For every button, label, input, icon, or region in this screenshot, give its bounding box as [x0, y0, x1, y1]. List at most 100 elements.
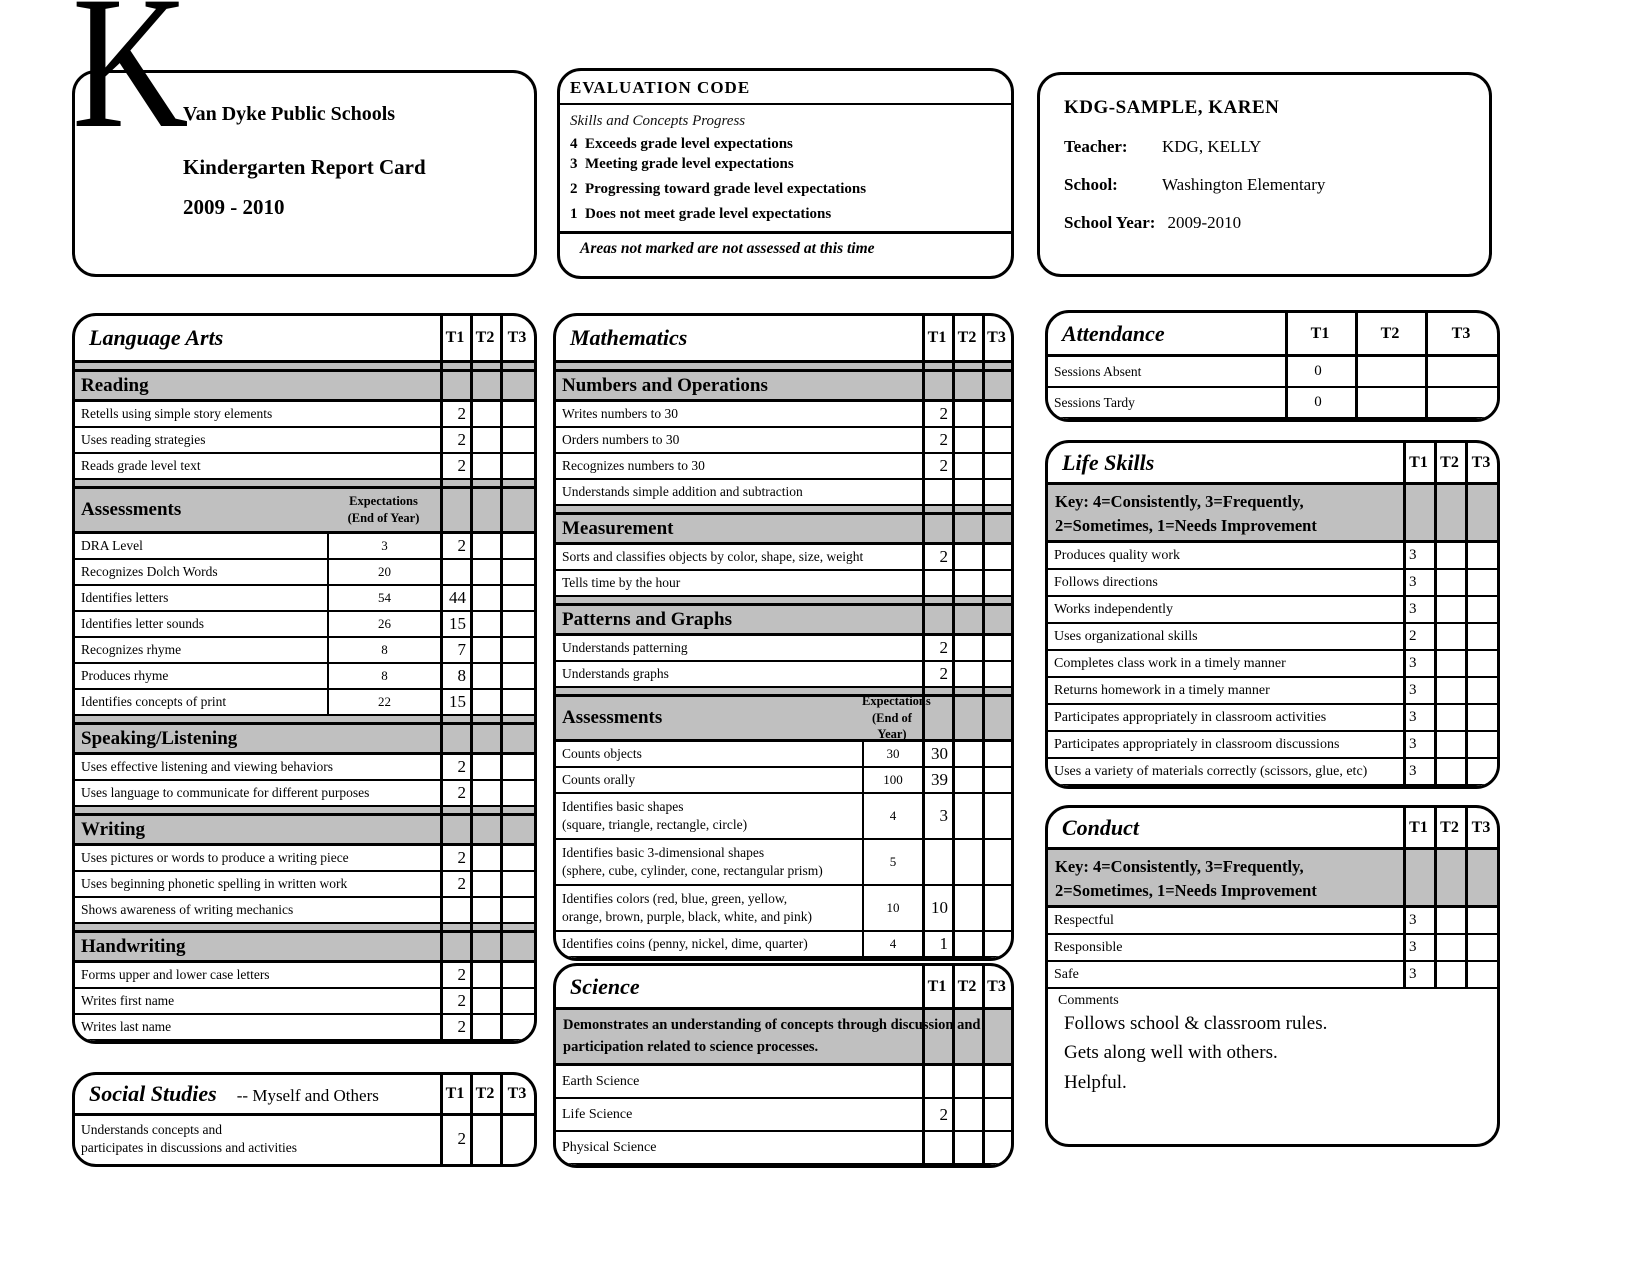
term2-value: [470, 690, 500, 714]
grade-row: Recognizes Dolch Words 20: [75, 560, 534, 586]
teacher-row: Teacher: KDG, KELLY: [1064, 137, 1489, 157]
section-block: Reading: [75, 363, 534, 402]
science-table: Science T1 T2 T3 Demonstrates an underst…: [553, 963, 1014, 1168]
section-header-row: Patterns and Graphs: [556, 603, 1011, 636]
comment-line: Gets along well with others.: [1064, 1042, 1278, 1064]
term1-value: 2: [939, 547, 949, 566]
term2-value: [952, 545, 982, 569]
school-value: Washington Elementary: [1162, 175, 1326, 194]
term3-value: [982, 662, 1011, 686]
grade-row: Works independently 3: [1048, 597, 1497, 624]
row-label: Understands concepts and participates in …: [75, 1116, 440, 1162]
row-label: Identifies letters: [81, 590, 169, 605]
term2-value: [470, 454, 500, 478]
attendance-table: Attendance T1 T2 T3 Sessions Absent 0 Sess…: [1045, 310, 1500, 422]
term1-value: 39: [931, 770, 948, 789]
row-label: Identifies concepts of print: [81, 694, 227, 709]
term3-value: [500, 898, 534, 922]
term2-value: [470, 612, 500, 636]
row-label: Works independently: [1054, 601, 1174, 617]
row-label-line: (square, triangle, rectangle, circle): [562, 817, 748, 832]
grade-row: Sessions Absent 0: [1048, 357, 1497, 388]
term3-value: [500, 872, 534, 896]
term1-value: [922, 571, 952, 595]
code-text: Meeting grade level expectations: [585, 156, 794, 172]
table-title: Conduct: [1062, 814, 1140, 840]
grade-row: Identifies letters 54 44: [75, 586, 534, 612]
term2-value: [470, 963, 500, 987]
row-label: Life Science: [562, 1106, 633, 1122]
term1-value: 3: [1409, 709, 1417, 725]
section-note: Key: 4=Consistently, 3=Frequently, 2=Some…: [1048, 850, 1497, 908]
table-rows: Numbers and Operations Writes numbers to …: [556, 363, 1011, 958]
term2-header: T2: [957, 977, 977, 995]
term3-value: [982, 1066, 1011, 1097]
term3-value: [500, 664, 534, 688]
term1-value: 2: [939, 430, 949, 449]
comment-line: Helpful.: [1064, 1071, 1127, 1093]
grade-row: Uses beginning phonetic spelling in writ…: [75, 872, 534, 898]
grade-row: Uses reading strategies 2: [75, 428, 534, 454]
student-name: KDG-SAMPLE, KAREN: [1064, 97, 1280, 118]
row-label: Orders numbers to 30: [562, 432, 680, 447]
column-divider: [500, 316, 503, 1041]
expectations-header: Expectations (End of Year): [327, 493, 440, 527]
expectation-value: 8: [327, 638, 440, 662]
section-block: Assessments Expectations (End of Year): [75, 480, 534, 534]
column-divider: [1355, 313, 1358, 419]
expectation-value: 30: [862, 742, 922, 766]
table-rows: Understands concepts and participates in …: [75, 1116, 534, 1162]
table-rows: Demonstrates an understanding of concept…: [556, 1010, 1011, 1165]
term2-value: [1434, 624, 1465, 649]
term2-value: [952, 742, 982, 766]
column-divider: [1425, 313, 1428, 419]
term2-value: [1434, 908, 1465, 933]
grade-row: Completes class work in a timely manner 3: [1048, 651, 1497, 678]
section-strip: [75, 807, 534, 813]
term2-value: [470, 989, 500, 1013]
term3-value: [1465, 732, 1497, 757]
row-label: Uses reading strategies: [81, 432, 206, 447]
term2-value: [952, 932, 982, 956]
term1-value: 3: [1409, 939, 1417, 955]
section-block: Handwriting: [75, 924, 534, 963]
grade-row: Orders numbers to 30 2: [556, 428, 1011, 454]
term3-header: T3: [987, 977, 1006, 995]
term1-value: 3: [1409, 601, 1417, 617]
row-label: Sessions Tardy: [1054, 394, 1135, 410]
term3-value: [1465, 570, 1497, 595]
row-label: Counts objects: [562, 746, 642, 761]
note-line: Demonstrates an understanding of concept…: [563, 1017, 981, 1033]
term3-value: [500, 690, 534, 714]
term2-value: [1434, 732, 1465, 757]
row-label: Understands simple addition and subtract…: [562, 484, 803, 499]
row-label: Recognizes rhyme: [81, 642, 182, 657]
term1-header: T1: [445, 329, 465, 346]
term1-value: [922, 1132, 952, 1163]
comment-line: Follows school & classroom rules.: [1064, 1013, 1328, 1034]
expectation-value: 20: [327, 560, 440, 584]
term1-value: 0: [1314, 394, 1322, 410]
term3-value: [500, 560, 534, 584]
grade-row: Reads grade level text 2: [75, 454, 534, 480]
term3-header: T3: [987, 329, 1006, 346]
column-divider: [1434, 443, 1437, 786]
term3-value: [982, 886, 1011, 930]
table-rows: Key: 4=Consistently, 3=Frequently, 2=Some…: [1048, 850, 1497, 989]
term3-value: [500, 989, 534, 1013]
evaluation-subtitle: Skills and Concepts Progress: [570, 113, 746, 129]
grade-row: Produces quality work 3: [1048, 543, 1497, 570]
row-label: Responsible: [1054, 939, 1123, 955]
section-strip: [75, 363, 534, 369]
row-label: Counts orally: [562, 772, 636, 787]
term2-value: [952, 662, 982, 686]
term2-value: [952, 768, 982, 792]
term2-header: T2: [1380, 324, 1400, 342]
term3-value: [982, 480, 1011, 504]
term1-value: 3: [1409, 912, 1417, 928]
term2-value: [470, 638, 500, 662]
term1-header: T1: [927, 329, 947, 346]
row-label-line: Identifies colors (red, blue, green, yel…: [562, 891, 788, 907]
term3-value: [500, 755, 534, 779]
section-title: Handwriting: [81, 935, 186, 957]
